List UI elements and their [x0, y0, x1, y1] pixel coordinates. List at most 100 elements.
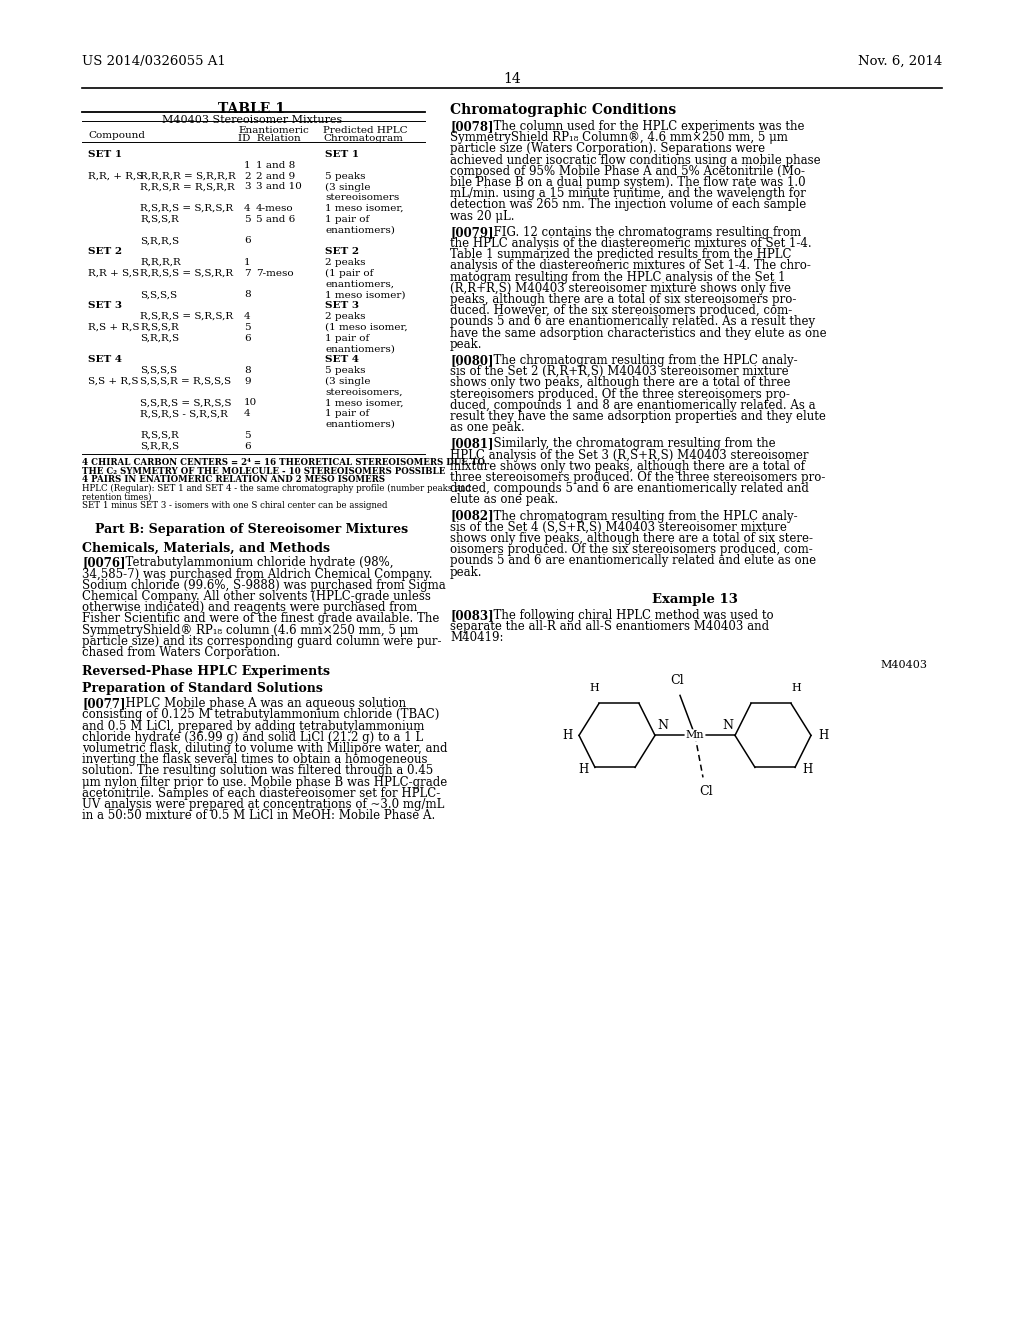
Text: H: H	[802, 763, 812, 776]
Text: 8: 8	[244, 366, 251, 375]
Text: Chemicals, Materials, and Methods: Chemicals, Materials, and Methods	[82, 541, 330, 554]
Text: Tetrabutylammonium chloride hydrate (98%,: Tetrabutylammonium chloride hydrate (98%…	[118, 557, 393, 569]
Text: Enantiomeric: Enantiomeric	[238, 125, 309, 135]
Text: sis of the Set 2 (R,R+R,S) M40403 stereoisomer mixture: sis of the Set 2 (R,R+R,S) M40403 stereo…	[450, 366, 788, 379]
Text: was 20 μL.: was 20 μL.	[450, 210, 514, 223]
Text: 4: 4	[244, 205, 251, 213]
Text: R,S,R,S - S,R,S,R: R,S,R,S - S,R,S,R	[140, 409, 228, 418]
Text: R,S,S,R: R,S,S,R	[140, 430, 179, 440]
Text: 14: 14	[503, 73, 521, 86]
Text: Cl: Cl	[699, 785, 713, 799]
Text: Predicted HPLC: Predicted HPLC	[323, 125, 408, 135]
Text: Compound: Compound	[88, 131, 145, 140]
Text: shows only five peaks, although there are a total of six stere-: shows only five peaks, although there ar…	[450, 532, 813, 545]
Text: oisomers produced. Of the six stereoisomers produced, com-: oisomers produced. Of the six stereoisom…	[450, 544, 813, 556]
Text: S,R,R,S: S,R,R,S	[140, 236, 179, 246]
Text: Chemical Company. All other solvents (HPLC-grade unless: Chemical Company. All other solvents (HP…	[82, 590, 431, 603]
Text: HPLC analysis of the Set 3 (R,S+R,S) M40403 stereoisomer: HPLC analysis of the Set 3 (R,S+R,S) M40…	[450, 449, 809, 462]
Text: and 0.5 M LiCl, prepared by adding tetrabutylammonium: and 0.5 M LiCl, prepared by adding tetra…	[82, 719, 424, 733]
Text: duced. However, of the six stereoisomers produced, com-: duced. However, of the six stereoisomers…	[450, 304, 793, 317]
Text: SET 3: SET 3	[325, 301, 359, 310]
Text: 1 meso isomer,: 1 meso isomer,	[325, 399, 403, 408]
Text: Cl: Cl	[670, 675, 684, 688]
Text: 6: 6	[244, 334, 251, 343]
Text: 5: 5	[244, 215, 251, 224]
Text: ID  Relation: ID Relation	[238, 135, 301, 143]
Text: (3 single: (3 single	[325, 376, 371, 385]
Text: M40419:: M40419:	[450, 631, 504, 644]
Text: FIG. 12 contains the chromatograms resulting from: FIG. 12 contains the chromatograms resul…	[486, 226, 801, 239]
Text: TABLE 1: TABLE 1	[218, 102, 286, 116]
Text: SET 1: SET 1	[325, 150, 359, 158]
Text: volumetric flask, diluting to volume with Millipore water, and: volumetric flask, diluting to volume wit…	[82, 742, 447, 755]
Text: SET 4: SET 4	[325, 355, 359, 364]
Text: R,S + R,S: R,S + R,S	[88, 323, 139, 331]
Text: N: N	[722, 719, 733, 733]
Text: solution. The resulting solution was filtered through a 0.45: solution. The resulting solution was fil…	[82, 764, 433, 777]
Text: peak.: peak.	[450, 338, 482, 351]
Text: 34,585-7) was purchased from Aldrich Chemical Company.: 34,585-7) was purchased from Aldrich Che…	[82, 568, 432, 581]
Text: Example 13: Example 13	[652, 593, 738, 606]
Text: The column used for the HPLC experiments was the: The column used for the HPLC experiments…	[486, 120, 805, 133]
Text: 5 peaks: 5 peaks	[325, 172, 366, 181]
Text: SET 2: SET 2	[88, 247, 122, 256]
Text: (3 single: (3 single	[325, 182, 371, 191]
Text: Table 1 summarized the predicted results from the HPLC: Table 1 summarized the predicted results…	[450, 248, 792, 261]
Text: three stereoisomers produced. Of the three stereoisomers pro-: three stereoisomers produced. Of the thr…	[450, 471, 825, 484]
Text: S,S + R,S: S,S + R,S	[88, 376, 138, 385]
Text: 4 CHIRAL CARBON CENTERS = 2⁴ = 16 THEORETICAL STEREOISOMERS DUE TO: 4 CHIRAL CARBON CENTERS = 2⁴ = 16 THEORE…	[82, 458, 485, 467]
Text: 1 meso isomer,: 1 meso isomer,	[325, 205, 403, 213]
Text: bile Phase B on a dual pump system). The flow rate was 1.0: bile Phase B on a dual pump system). The…	[450, 176, 806, 189]
Text: mixture shows only two peaks, although there are a total of: mixture shows only two peaks, although t…	[450, 459, 805, 473]
Text: Fisher Scientific and were of the finest grade available. The: Fisher Scientific and were of the finest…	[82, 612, 439, 626]
Text: SET 1 minus SET 3 - isomers with one S chiral center can be assigned: SET 1 minus SET 3 - isomers with one S c…	[82, 500, 387, 510]
Text: shows only two peaks, although there are a total of three: shows only two peaks, although there are…	[450, 376, 791, 389]
Text: [0078]: [0078]	[450, 120, 494, 133]
Text: H: H	[578, 763, 588, 776]
Text: [0079]: [0079]	[450, 226, 494, 239]
Text: 5: 5	[244, 323, 251, 331]
Text: stereoisomers: stereoisomers	[325, 193, 399, 202]
Text: 4: 4	[244, 409, 251, 418]
Text: R,S,S,R: R,S,S,R	[140, 323, 179, 331]
Text: 2 and 9: 2 and 9	[256, 172, 295, 181]
Text: peaks, although there are a total of six stereoisomers pro-: peaks, although there are a total of six…	[450, 293, 797, 306]
Text: Part B: Separation of Stereoisomer Mixtures: Part B: Separation of Stereoisomer Mixtu…	[95, 524, 409, 536]
Text: SET 4: SET 4	[88, 355, 122, 364]
Text: enantiomers): enantiomers)	[325, 226, 395, 235]
Text: R,R, + R,S: R,R, + R,S	[88, 172, 143, 181]
Text: The chromatogram resulting from the HPLC analy-: The chromatogram resulting from the HPLC…	[486, 510, 798, 523]
Text: consisting of 0.125 M tetrabutylammonium chloride (TBAC): consisting of 0.125 M tetrabutylammonium…	[82, 709, 439, 722]
Text: elute as one peak.: elute as one peak.	[450, 494, 558, 507]
Text: [0080]: [0080]	[450, 354, 494, 367]
Text: SymmetryShield RP₁₈ Column®, 4.6 mm×250 mm, 5 μm: SymmetryShield RP₁₈ Column®, 4.6 mm×250 …	[450, 131, 787, 144]
Text: 2 peaks: 2 peaks	[325, 257, 366, 267]
Text: 7-meso: 7-meso	[256, 269, 294, 277]
Text: 2 peaks: 2 peaks	[325, 312, 366, 321]
Text: R,S,S,R: R,S,S,R	[140, 215, 179, 224]
Text: 1 pair of: 1 pair of	[325, 409, 370, 418]
Text: (R,R+R,S) M40403 stereoisomer mixture shows only five: (R,R+R,S) M40403 stereoisomer mixture sh…	[450, 281, 791, 294]
Text: analysis of the diastereomeric mixtures of Set 1-4. The chro-: analysis of the diastereomeric mixtures …	[450, 260, 811, 272]
Text: 10: 10	[244, 399, 257, 408]
Text: [0082]: [0082]	[450, 510, 494, 523]
Text: 1 meso isomer): 1 meso isomer)	[325, 290, 406, 300]
Text: The chromatogram resulting from the HPLC analy-: The chromatogram resulting from the HPLC…	[486, 354, 798, 367]
Text: enantiomers): enantiomers)	[325, 345, 395, 354]
Text: H: H	[589, 684, 599, 693]
Text: 5 peaks: 5 peaks	[325, 366, 366, 375]
Text: R,R + S,S: R,R + S,S	[88, 269, 139, 277]
Text: duced, compounds 1 and 8 are enantiomerically related. As a: duced, compounds 1 and 8 are enantiomeri…	[450, 399, 816, 412]
Text: chased from Waters Corporation.: chased from Waters Corporation.	[82, 645, 281, 659]
Text: Chromatographic Conditions: Chromatographic Conditions	[450, 103, 676, 117]
Text: duced, compounds 5 and 6 are enantiomerically related and: duced, compounds 5 and 6 are enantiomeri…	[450, 482, 809, 495]
Text: Mn: Mn	[686, 730, 705, 741]
Text: have the same adsorption characteristics and they elute as one: have the same adsorption characteristics…	[450, 326, 826, 339]
Text: [0083]: [0083]	[450, 609, 494, 622]
Text: 1 and 8: 1 and 8	[256, 161, 295, 170]
Text: SymmetryShield® RP₁₈ column (4.6 mm×250 mm, 5 μm: SymmetryShield® RP₁₈ column (4.6 mm×250 …	[82, 623, 419, 636]
Text: retention times): retention times)	[82, 492, 152, 502]
Text: result they have the same adsorption properties and they elute: result they have the same adsorption pro…	[450, 411, 826, 422]
Text: US 2014/0326055 A1: US 2014/0326055 A1	[82, 55, 225, 69]
Text: S,R,R,S: S,R,R,S	[140, 442, 179, 450]
